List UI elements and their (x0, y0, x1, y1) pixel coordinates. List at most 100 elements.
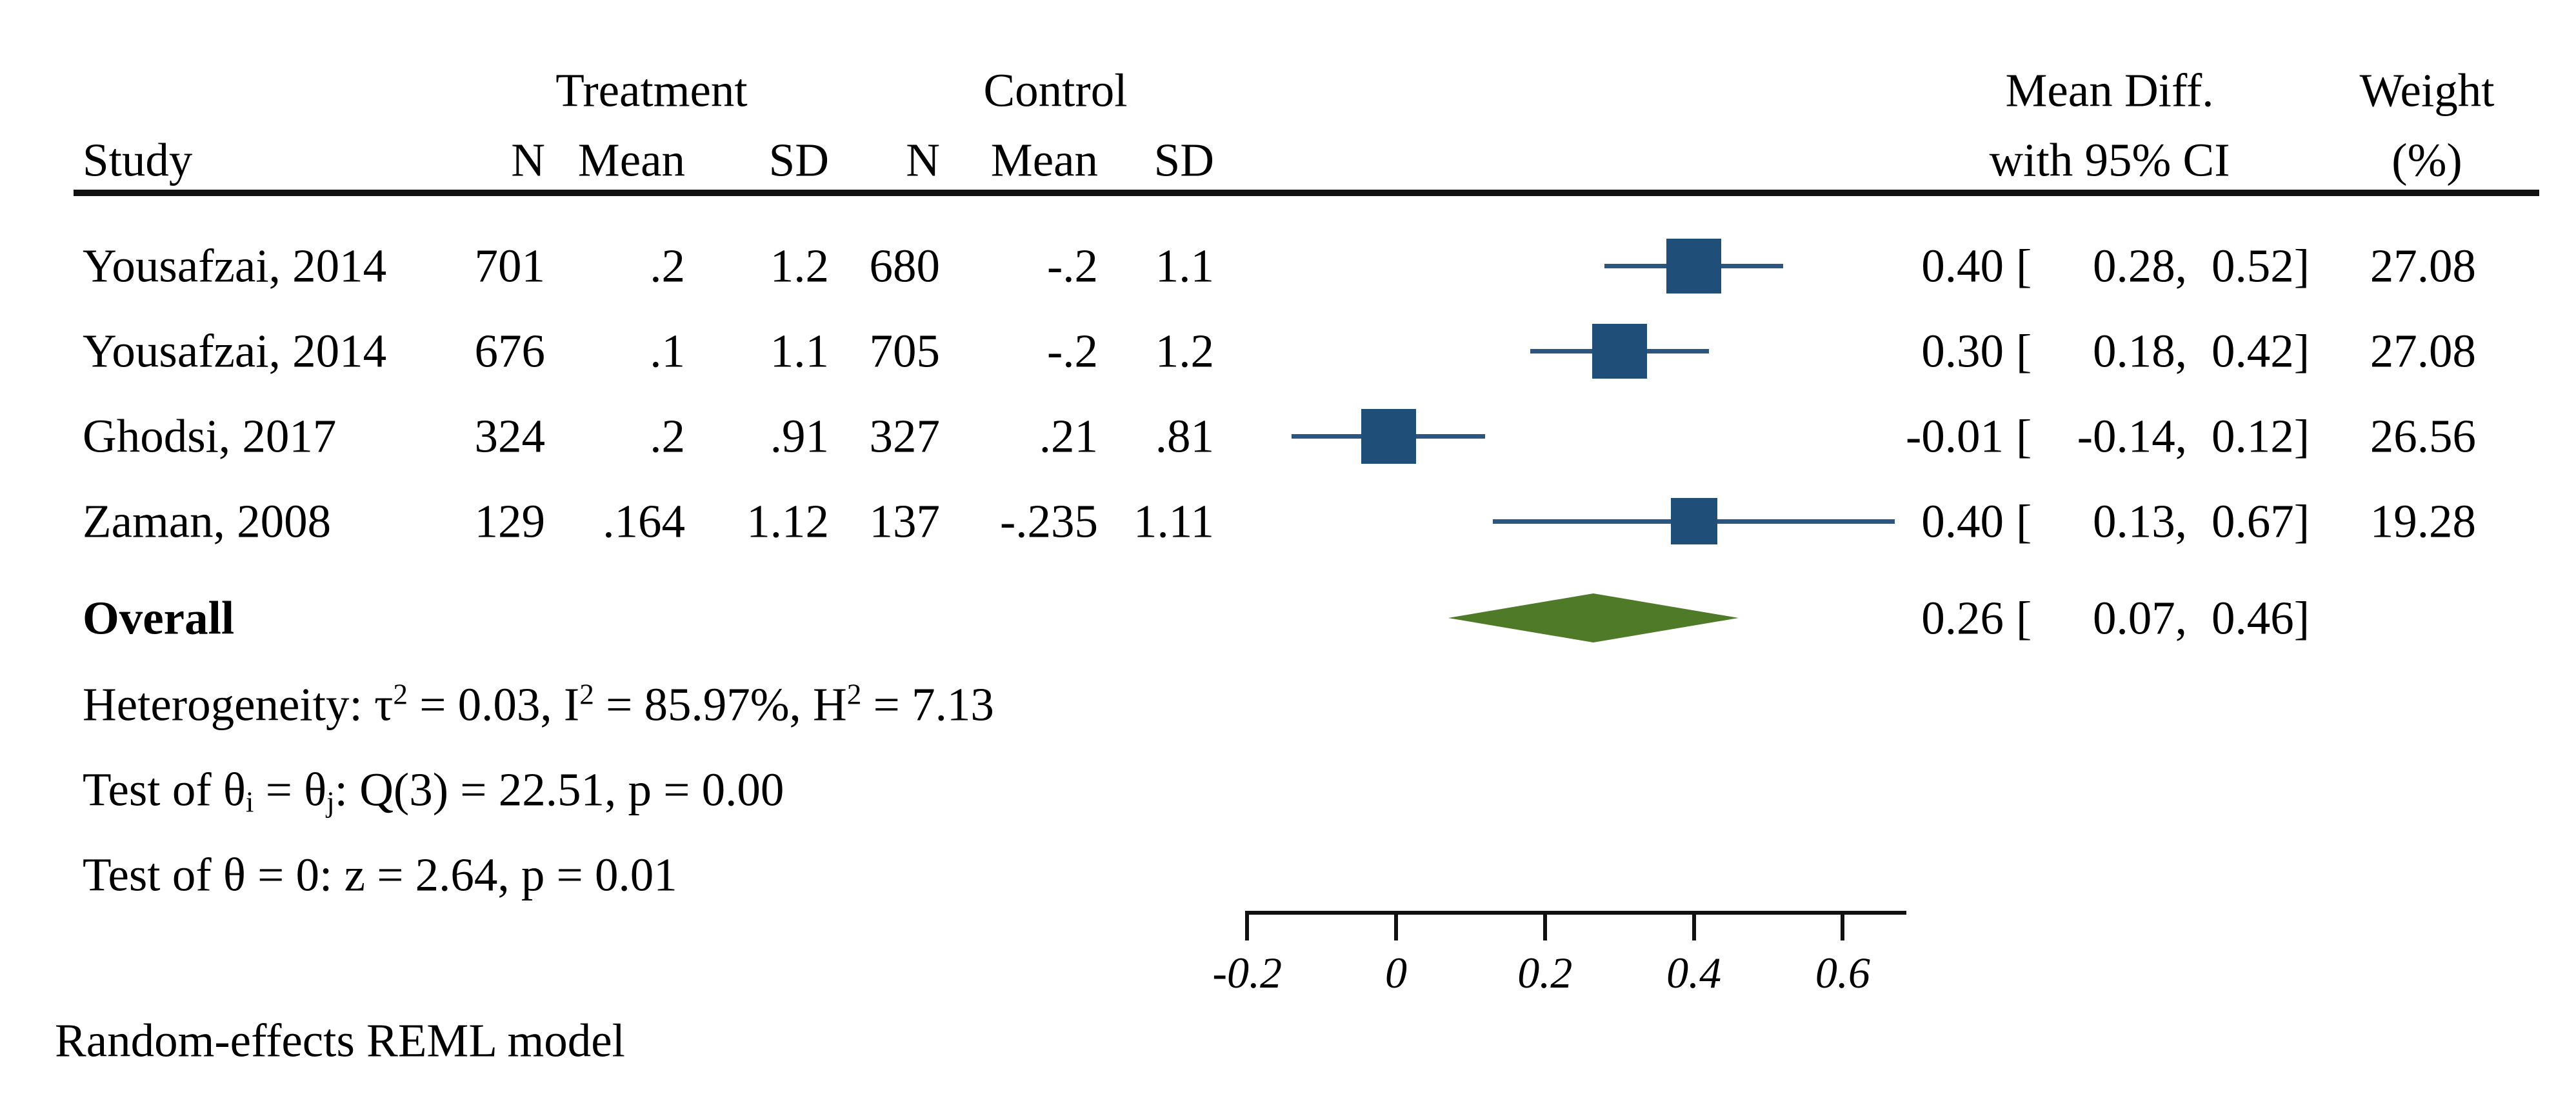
overall-effect-cell: 0.26 (1921, 592, 2004, 644)
test-q-line-segment: j (326, 786, 335, 819)
effect-estimate-cell: 0.30 (1921, 324, 2004, 377)
weight-header-line1: Weight (2359, 64, 2495, 117)
effect-estimate-cell: 0.40 (1921, 495, 2004, 548)
test-q-line-segment: : Q(3) = 22.51, p = 0.00 (334, 763, 784, 816)
control-sd-header: SD (1153, 134, 1214, 186)
x-axis-line (1247, 911, 1906, 915)
control-sd-cell: .81 (1155, 410, 1214, 463)
control-sd-cell: 1.1 (1155, 239, 1214, 292)
test-z-line: Test of θ = 0: z = 2.64, p = 0.01 (83, 851, 677, 899)
treatment-mean-cell: .2 (650, 410, 685, 463)
heterogeneity-line-segment: = 85.97%, H (594, 678, 847, 731)
weight-cell: 19.28 (2370, 495, 2476, 548)
study-name: Ghodsi, 2017 (83, 410, 337, 463)
x-axis-tick-label: 0.4 (1666, 948, 1722, 997)
weight-cell: 26.56 (2370, 410, 2476, 463)
x-axis-tick (1543, 911, 1547, 940)
control-n-cell: 705 (869, 324, 941, 377)
overall-open-bracket: [ (2016, 592, 2032, 644)
treatment-sd-header: SD (768, 134, 829, 186)
x-axis-tick-label: -0.2 (1212, 948, 1283, 997)
control-n-cell: 327 (869, 410, 941, 463)
study-name: Zaman, 2008 (83, 495, 332, 548)
treatment-sd-cell: 1.2 (770, 239, 829, 292)
effect-header-line1: Mean Diff. (2005, 64, 2214, 117)
treatment-mean-header: Mean (577, 134, 685, 186)
effect-square-marker (1592, 323, 1647, 379)
ci-low-cell: -0.14, (2077, 410, 2187, 463)
treatment-mean-cell: .1 (650, 324, 685, 377)
study-name: Yousafzai, 2014 (83, 239, 387, 292)
ci-high-cell: 0.42] (2211, 324, 2310, 377)
effect-square-marker (1361, 408, 1416, 464)
ci-open-bracket: [ (2016, 324, 2032, 377)
x-axis-tick-label: 0 (1385, 948, 1407, 997)
x-axis-tick (1245, 911, 1250, 940)
test-q-line-segment: Test of θ (83, 763, 246, 816)
x-axis-tick-label: 0.2 (1517, 948, 1573, 997)
ci-high-cell: 0.67] (2211, 495, 2310, 548)
heterogeneity-line-segment: 2 (393, 678, 408, 711)
heterogeneity-line-segment: 2 (846, 678, 862, 711)
weight-header-line2: (%) (2391, 134, 2462, 186)
effect-square-marker (1666, 238, 1722, 293)
effect-header-line2: with 95% CI (1989, 134, 2230, 186)
ci-open-bracket: [ (2016, 239, 2032, 292)
test-q-line-segment: = θ (254, 763, 327, 816)
control-n-cell: 680 (869, 239, 941, 292)
header-rule (74, 190, 2539, 196)
overall-ci-high-cell: 0.46] (2211, 592, 2310, 644)
heterogeneity-line-segment: Heterogeneity: τ (83, 678, 394, 731)
heterogeneity-line-segment: 2 (579, 678, 594, 711)
control-mean-header: Mean (990, 134, 1098, 186)
control-group-header: Control (983, 64, 1128, 117)
ci-low-cell: 0.28, (2093, 239, 2187, 292)
treatment-mean-cell: .2 (650, 239, 685, 292)
overall-label: Overall (83, 592, 235, 644)
x-axis-tick (1394, 911, 1398, 940)
heterogeneity-line-segment: = 7.13 (861, 678, 994, 731)
ci-low-cell: 0.13, (2093, 495, 2187, 548)
x-axis-tick-label: 0.6 (1815, 948, 1870, 997)
test-q-line-segment: i (245, 786, 254, 819)
ci-high-cell: 0.12] (2211, 410, 2310, 463)
overall-ci-low-cell: 0.07, (2093, 592, 2187, 644)
control-mean-cell: -.235 (999, 495, 1098, 548)
ci-low-cell: 0.18, (2093, 324, 2187, 377)
treatment-mean-cell: .164 (603, 495, 685, 548)
treatment-group-header: Treatment (555, 64, 748, 117)
ci-open-bracket: [ (2016, 495, 2032, 548)
effect-square-marker (1670, 498, 1717, 544)
study-name: Yousafzai, 2014 (83, 324, 387, 377)
ci-open-bracket: [ (2016, 410, 2032, 463)
effect-estimate-cell: 0.40 (1921, 239, 2004, 292)
test-q-line: Test of θi = θj: Q(3) = 22.51, p = 0.00 (83, 763, 784, 817)
control-sd-cell: 1.2 (1155, 324, 1214, 377)
weight-cell: 27.08 (2370, 239, 2476, 292)
treatment-sd-cell: 1.12 (746, 495, 829, 548)
control-n-cell: 137 (869, 495, 941, 548)
control-mean-cell: -.2 (1046, 324, 1098, 377)
overall-diamond (1448, 593, 1739, 642)
test-z-line-segment: Test of θ = 0: z = 2.64, p = 0.01 (83, 848, 677, 901)
study-column-header: Study (83, 134, 193, 186)
treatment-n-cell: 129 (474, 495, 546, 548)
control-mean-cell: -.2 (1046, 239, 1098, 292)
control-sd-cell: 1.11 (1133, 495, 1214, 548)
effect-estimate-cell: -0.01 (1905, 410, 2004, 463)
ci-high-cell: 0.52] (2211, 239, 2310, 292)
weight-cell: 27.08 (2370, 324, 2476, 377)
treatment-n-cell: 676 (474, 324, 546, 377)
model-note: Random-effects REML model (55, 1014, 625, 1067)
treatment-n-cell: 701 (474, 239, 546, 292)
control-mean-cell: .21 (1039, 410, 1098, 463)
heterogeneity-line: Heterogeneity: τ2 = 0.03, I2 = 85.97%, H… (83, 678, 994, 731)
treatment-n-header: N (511, 134, 545, 186)
control-n-header: N (906, 134, 940, 186)
x-axis-tick (1841, 911, 1845, 940)
x-axis-tick (1692, 911, 1696, 940)
heterogeneity-line-segment: = 0.03, I (407, 678, 580, 731)
treatment-sd-cell: .91 (770, 410, 829, 463)
treatment-n-cell: 324 (474, 410, 546, 463)
